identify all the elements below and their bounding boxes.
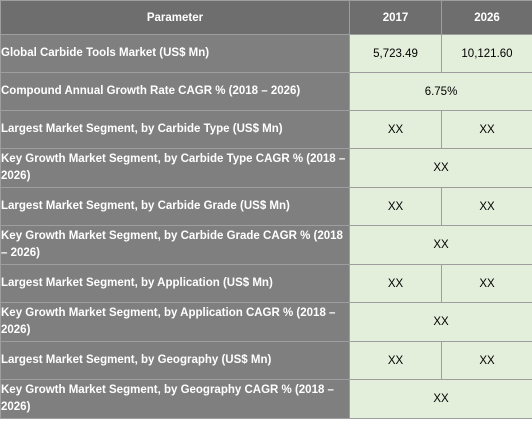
table-row: Compound Annual Growth Rate CAGR % (2018… (0, 72, 532, 111)
parameter-cell: Key Growth Market Segment, by Applicatio… (0, 302, 350, 342)
merged-value-cell: XX (349, 148, 532, 188)
header-2026: 2026 (441, 0, 532, 35)
table-row: Key Growth Market Segment, by Carbide Ty… (0, 148, 532, 188)
table-row: Key Growth Market Segment, by Carbide Gr… (0, 225, 532, 265)
value-2017-cell: XX (349, 341, 442, 380)
parameter-cell: Global Carbide Tools Market (US$ Mn) (0, 34, 350, 73)
table-row: Key Growth Market Segment, by Applicatio… (0, 302, 532, 342)
parameter-cell: Key Growth Market Segment, by Carbide Ty… (0, 148, 350, 188)
parameter-cell: Largest Market Segment, by Geography (US… (0, 341, 350, 380)
table-row: Largest Market Segment, by Application (… (0, 264, 532, 303)
merged-value-cell: XX (349, 302, 532, 342)
parameter-cell: Largest Market Segment, by Application (… (0, 264, 350, 303)
header-2017: 2017 (349, 0, 442, 35)
merged-value-cell: XX (349, 225, 532, 265)
value-2026-cell: XX (441, 341, 532, 380)
merged-value-cell: 6.75% (349, 72, 532, 111)
value-2026-cell: XX (441, 110, 532, 149)
table-row: Largest Market Segment, by Carbide Type … (0, 110, 532, 149)
parameter-cell: Largest Market Segment, by Carbide Type … (0, 110, 350, 149)
parameter-cell: Key Growth Market Segment, by Carbide Gr… (0, 225, 350, 265)
value-2026-cell: 10,121.60 (441, 34, 532, 73)
table-row: Largest Market Segment, by Geography (US… (0, 341, 532, 380)
value-2017-cell: 5,723.49 (349, 34, 442, 73)
table-row: Largest Market Segment, by Carbide Grade… (0, 187, 532, 226)
value-2017-cell: XX (349, 264, 442, 303)
value-2026-cell: XX (441, 264, 532, 303)
parameter-cell: Compound Annual Growth Rate CAGR % (2018… (0, 72, 350, 111)
value-2017-cell: XX (349, 110, 442, 149)
header-row: Parameter 2017 2026 (0, 0, 532, 35)
value-2017-cell: XX (349, 187, 442, 226)
header-parameter: Parameter (0, 0, 350, 35)
parameter-cell: Largest Market Segment, by Carbide Grade… (0, 187, 350, 226)
table-row: Global Carbide Tools Market (US$ Mn) 5,7… (0, 34, 532, 73)
merged-value-cell: XX (349, 379, 532, 419)
parameter-cell: Key Growth Market Segment, by Geography … (0, 379, 350, 419)
table-row: Key Growth Market Segment, by Geography … (0, 379, 532, 419)
value-2026-cell: XX (441, 187, 532, 226)
